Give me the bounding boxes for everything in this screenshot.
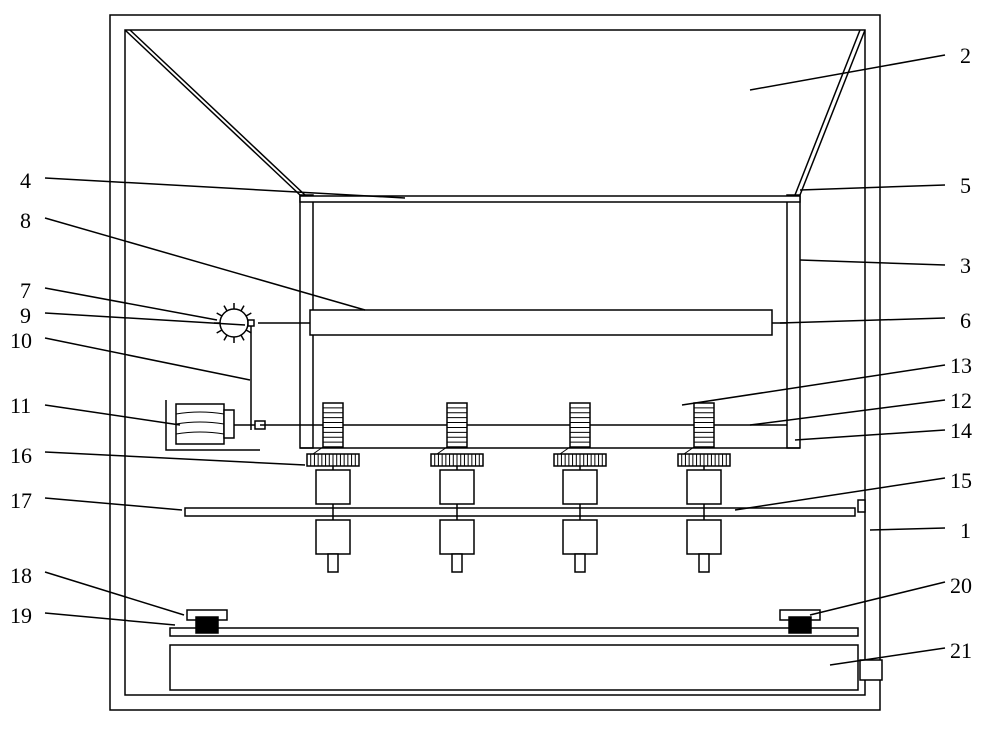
- callout-label-2: 2: [960, 45, 971, 67]
- callout-label-6: 6: [960, 310, 971, 332]
- callout-label-19: 19: [10, 605, 32, 627]
- callout-label-15: 15: [950, 470, 972, 492]
- callout-label-3: 3: [960, 255, 971, 277]
- callout-label-5: 5: [960, 175, 971, 197]
- callout-label-14: 14: [950, 420, 972, 442]
- callout-label-12: 12: [950, 390, 972, 412]
- callout-label-7: 7: [20, 280, 31, 302]
- diagram-svg: [0, 0, 1000, 741]
- callout-label-1: 1: [960, 520, 971, 542]
- callout-label-4: 4: [20, 170, 31, 192]
- callout-label-17: 17: [10, 490, 32, 512]
- callout-label-20: 20: [950, 575, 972, 597]
- callout-label-10: 10: [10, 330, 32, 352]
- callout-label-18: 18: [10, 565, 32, 587]
- callout-label-11: 11: [10, 395, 31, 417]
- callout-label-16: 16: [10, 445, 32, 467]
- callout-label-13: 13: [950, 355, 972, 377]
- diagram-stage: 2 4 5 8 3 7 9 6 10 13 11 12 14 16 15 17 1 18 20 19 21: [0, 0, 1000, 741]
- callout-label-8: 8: [20, 210, 31, 232]
- callout-label-21: 21: [950, 640, 972, 662]
- callout-label-9: 9: [20, 305, 31, 327]
